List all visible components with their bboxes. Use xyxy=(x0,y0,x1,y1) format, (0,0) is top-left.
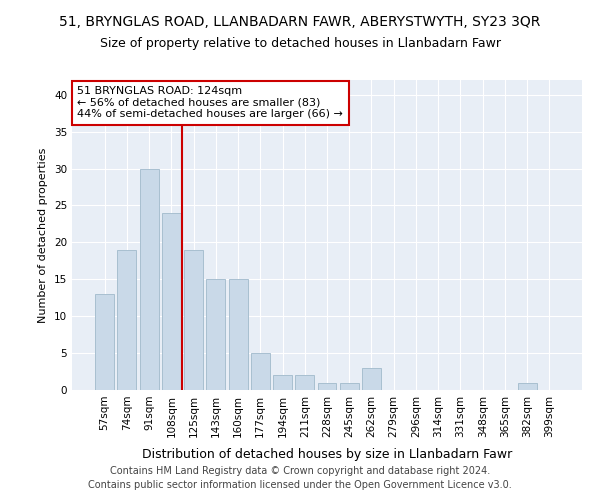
Bar xyxy=(273,375,292,390)
X-axis label: Distribution of detached houses by size in Llanbadarn Fawr: Distribution of detached houses by size … xyxy=(142,448,512,461)
Bar xyxy=(340,382,359,390)
Bar xyxy=(95,294,114,390)
Bar xyxy=(317,382,337,390)
Bar xyxy=(118,250,136,390)
Text: Size of property relative to detached houses in Llanbadarn Fawr: Size of property relative to detached ho… xyxy=(100,38,500,51)
Y-axis label: Number of detached properties: Number of detached properties xyxy=(38,148,49,322)
Bar xyxy=(229,280,248,390)
Bar xyxy=(295,375,314,390)
Bar xyxy=(518,382,536,390)
Bar xyxy=(140,168,158,390)
Text: Contains HM Land Registry data © Crown copyright and database right 2024.
Contai: Contains HM Land Registry data © Crown c… xyxy=(88,466,512,490)
Bar xyxy=(251,353,270,390)
Bar xyxy=(162,213,181,390)
Bar xyxy=(206,280,225,390)
Text: 51 BRYNGLAS ROAD: 124sqm
← 56% of detached houses are smaller (83)
44% of semi-d: 51 BRYNGLAS ROAD: 124sqm ← 56% of detach… xyxy=(77,86,343,120)
Text: 51, BRYNGLAS ROAD, LLANBADARN FAWR, ABERYSTWYTH, SY23 3QR: 51, BRYNGLAS ROAD, LLANBADARN FAWR, ABER… xyxy=(59,15,541,29)
Bar xyxy=(362,368,381,390)
Bar xyxy=(184,250,203,390)
